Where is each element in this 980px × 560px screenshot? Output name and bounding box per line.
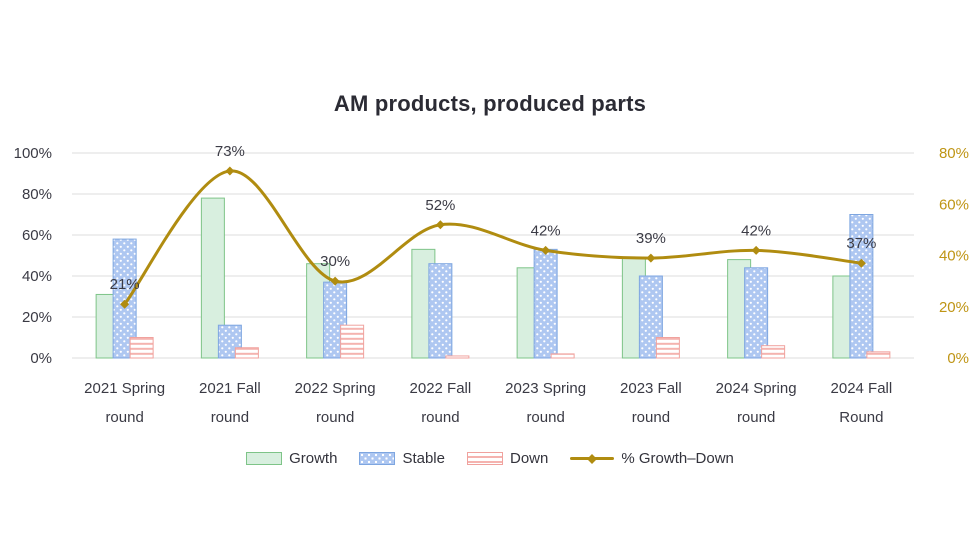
bar-down-1 xyxy=(234,347,259,359)
data-label-3: 52% xyxy=(425,197,455,214)
y-axis-right-tick-0: 0% xyxy=(947,350,969,367)
legend-item-stable: Stable xyxy=(359,450,445,467)
y-axis-left-tick-2: 40% xyxy=(22,268,52,285)
bar-down-7 xyxy=(866,351,891,359)
down-swatch-icon xyxy=(467,452,503,465)
y-axis-left-tick-0: 0% xyxy=(30,350,52,367)
data-label-7: 37% xyxy=(846,235,876,252)
x-axis-label-sub-1: round xyxy=(211,409,249,426)
line-swatch-icon xyxy=(570,453,615,464)
bar-down-3 xyxy=(445,355,470,359)
chart-title: AM products, produced parts xyxy=(333,91,647,116)
legend-label-stable: Stable xyxy=(402,450,445,467)
x-axis-label-0: 2021 Spring xyxy=(84,380,165,397)
legend-item-growth: Growth xyxy=(246,450,337,467)
x-axis-label-sub-0: round xyxy=(105,409,143,426)
data-label-5: 39% xyxy=(636,230,666,247)
data-label-0: 21% xyxy=(110,276,140,293)
legend-label-down: Down xyxy=(510,450,549,467)
bar-down-6 xyxy=(761,345,786,359)
diamond-marker-icon xyxy=(587,453,598,464)
line-marker-0 xyxy=(120,299,130,309)
x-axis-label-sub-7: Round xyxy=(839,409,883,426)
bar-stable-4 xyxy=(533,248,558,359)
y-axis-right-tick-4: 80% xyxy=(939,145,969,162)
bar-down-4 xyxy=(550,353,575,359)
y-axis-left-tick-3: 60% xyxy=(22,227,52,244)
x-axis-label-sub-2: round xyxy=(316,409,354,426)
line-marker-4 xyxy=(541,245,551,255)
line-marker-3 xyxy=(435,220,445,230)
legend-label-growth: Growth xyxy=(289,450,338,467)
x-axis-label-4: 2023 Spring xyxy=(505,380,586,397)
bar-down-2 xyxy=(340,324,365,359)
line-marker-1 xyxy=(225,166,235,176)
x-axis-label-6: 2024 Spring xyxy=(716,380,797,397)
bar-down-0 xyxy=(129,337,154,359)
legend-item-down: Down xyxy=(467,450,548,467)
stable-swatch-icon xyxy=(359,452,396,465)
x-axis-label-2: 2022 Spring xyxy=(295,380,376,397)
growth-swatch-icon xyxy=(246,452,283,465)
x-axis-label-sub-5: round xyxy=(632,409,670,426)
data-label-4: 42% xyxy=(531,222,561,239)
line-marker-7 xyxy=(856,258,866,268)
x-axis-label-5: 2023 Fall xyxy=(620,380,682,397)
data-label-2: 30% xyxy=(320,253,350,270)
legend-label-growth-down: % Growth–Down xyxy=(621,450,734,467)
line-marker-2 xyxy=(330,276,340,286)
y-axis-right-tick-1: 20% xyxy=(939,299,969,316)
bar-down-5 xyxy=(655,337,680,359)
x-axis-label-7: 2024 Fall xyxy=(831,380,893,397)
bar-stable-6 xyxy=(744,267,769,359)
y-axis-right-tick-2: 40% xyxy=(939,248,969,265)
bar-stable-7 xyxy=(849,214,874,359)
x-axis-label-sub-6: round xyxy=(737,409,775,426)
y-axis-right-tick-3: 60% xyxy=(939,196,969,213)
data-label-1: 73% xyxy=(215,143,245,160)
legend: Growth Stable Down % Growth–Down xyxy=(0,450,980,467)
y-axis-left-tick-5: 100% xyxy=(14,145,52,162)
line-marker-5 xyxy=(646,253,656,263)
bar-stable-3 xyxy=(428,263,453,359)
line-marker-6 xyxy=(751,245,761,255)
bar-growth-1 xyxy=(200,197,225,359)
bar-stable-0 xyxy=(112,238,137,359)
x-axis-label-3: 2022 Fall xyxy=(410,380,472,397)
data-label-6: 42% xyxy=(741,222,771,239)
x-axis-label-sub-3: round xyxy=(421,409,459,426)
y-axis-left-tick-1: 20% xyxy=(22,309,52,326)
x-axis-label-1: 2021 Fall xyxy=(199,380,261,397)
y-axis-left-tick-4: 80% xyxy=(22,186,52,203)
legend-item-growth-down: % Growth–Down xyxy=(570,450,734,467)
x-axis-label-sub-4: round xyxy=(526,409,564,426)
